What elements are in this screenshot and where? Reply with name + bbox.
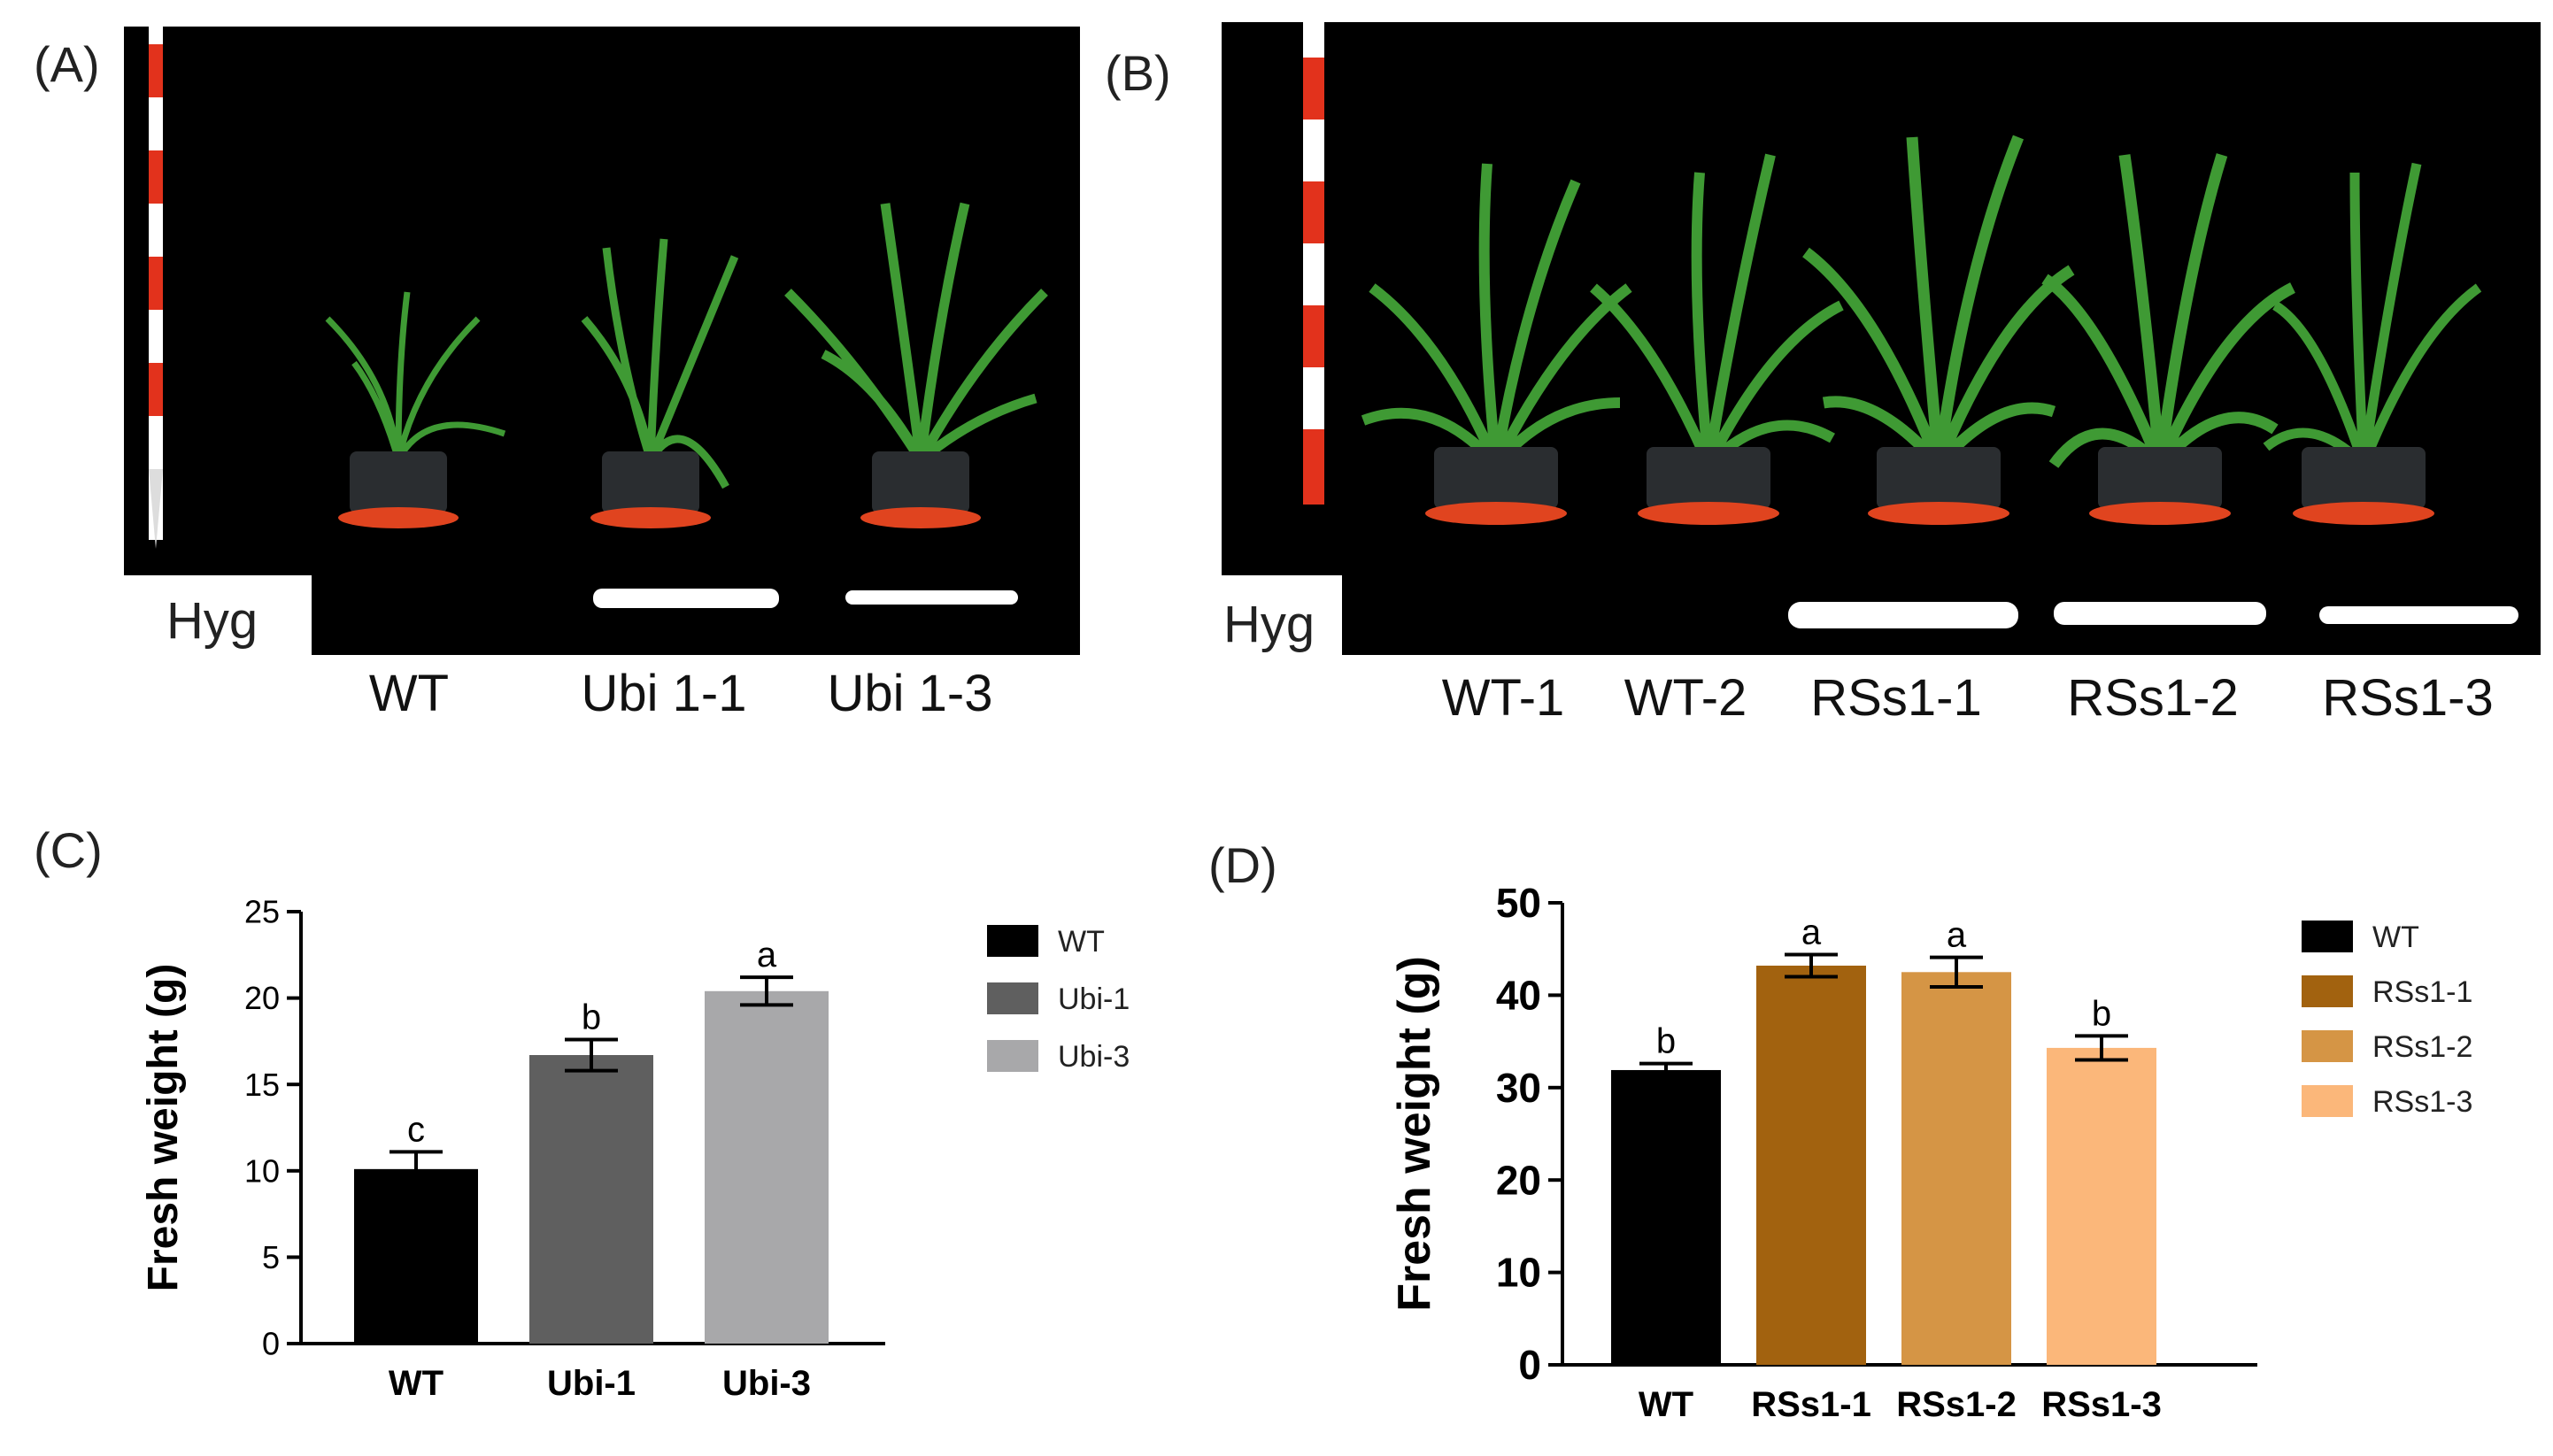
y-tick-label-d-5: 50	[1496, 880, 1541, 926]
bar-d-wt	[1611, 1069, 1721, 1365]
y-axis-label-c: Fresh weight (g)	[140, 964, 187, 1292]
bar-d-rss1-1	[1756, 965, 1866, 1365]
gel-label-b: Hyg	[1223, 596, 1315, 653]
lane-label-b-2: RSs1-1	[1810, 669, 1982, 727]
measuring-pole	[1303, 22, 1324, 505]
plant-wt-2	[1590, 153, 1844, 525]
y-tick-label-c-1: 5	[262, 1239, 280, 1275]
significance-letter-d-0: b	[1656, 1022, 1676, 1061]
legend-label-c-0: WT	[1058, 925, 1105, 959]
legend-label-d-0: WT	[2372, 921, 2419, 954]
significance-letter-d-3: b	[2092, 994, 2111, 1033]
y-tick-label-c-5: 25	[244, 894, 280, 930]
gel-band-ubi-1-3	[845, 590, 1018, 605]
lane-label-b-4: RSs1-3	[2322, 669, 2494, 727]
gel-label-a: Hyg	[166, 592, 258, 650]
bar-c-ubi-1	[529, 1055, 653, 1344]
plant-rss1-3	[2263, 162, 2482, 525]
lane-label-a-2: Ubi 1-3	[827, 665, 993, 722]
panel-label-c: (C)	[34, 822, 103, 878]
panel-label-a: (A)	[34, 36, 100, 92]
legend-label-d-3: RSs1-3	[2372, 1085, 2472, 1119]
legend-swatch-d-0	[2302, 921, 2353, 952]
y-tick-label-d-3: 30	[1496, 1065, 1541, 1111]
legend-label-c-1: Ubi-1	[1058, 982, 1130, 1016]
x-tick-label-c-1: Ubi-1	[547, 1364, 636, 1403]
y-tick-label-d-2: 20	[1496, 1157, 1541, 1203]
y-tick-label-d-4: 40	[1496, 973, 1541, 1019]
gel-band-rss1-1	[1788, 602, 2018, 628]
x-tick-label-d-1: RSs1-1	[1751, 1385, 1871, 1424]
legend-label-d-2: RSs1-2	[2372, 1030, 2472, 1064]
y-tick-label-d-0: 0	[1518, 1342, 1541, 1388]
significance-letter-c-0: c	[407, 1110, 425, 1149]
x-tick-label-c-2: Ubi-3	[722, 1364, 811, 1403]
plant-wt	[325, 291, 506, 528]
plant-ubi-1-3	[784, 202, 1048, 528]
significance-letter-c-1: b	[582, 998, 601, 1036]
legend-label-d-1: RSs1-1	[2372, 975, 2472, 1009]
panel-label-b: (B)	[1105, 45, 1171, 101]
lane-label-a-0: WT	[368, 665, 450, 722]
legend-swatch-c-1	[987, 982, 1038, 1014]
lane-label-a-1: Ubi 1-1	[581, 665, 747, 722]
plant-ubi-1-1	[581, 238, 739, 528]
bar-d-rss1-2	[1901, 972, 2011, 1365]
lane-label-b-1: WT-2	[1624, 669, 1747, 727]
chart-c: 0 5 10 15 20 25 Fresh weight (g) c WT b Ubi-1 a Ubi-…	[140, 894, 1130, 1403]
chart-d: 0 10 20 30 40 50 Fresh weight (g) b WT a RSs1-1 a RS…	[1389, 880, 2472, 1424]
gel-band-ubi-1-1	[593, 589, 779, 608]
legend-swatch-c-0	[987, 925, 1038, 957]
plant-wt-1	[1361, 163, 1632, 525]
legend-swatch-c-2	[987, 1040, 1038, 1072]
y-tick-label-c-3: 15	[244, 1067, 280, 1103]
bar-d-rss1-3	[2047, 1047, 2156, 1365]
gel-band-rss1-2	[2054, 602, 2266, 625]
bar-c-ubi-3	[705, 990, 829, 1344]
photo-b	[1222, 22, 2541, 655]
bar-c-wt	[354, 1168, 478, 1344]
legend-swatch-d-2	[2302, 1030, 2353, 1062]
lane-label-b-3: RSs1-2	[2067, 669, 2239, 727]
x-tick-label-d-3: RSs1-3	[2041, 1385, 2162, 1424]
plant-rss1-2	[2041, 153, 2295, 525]
lane-label-b-0: WT-1	[1441, 669, 1565, 727]
legend-swatch-d-3	[2302, 1085, 2353, 1117]
legend-label-c-2: Ubi-3	[1058, 1040, 1130, 1074]
y-tick-label-d-1: 10	[1496, 1250, 1541, 1296]
significance-letter-d-1: a	[1801, 913, 1822, 951]
significance-letter-d-2: a	[1947, 916, 1967, 955]
plant-rss1-1	[1802, 135, 2075, 525]
y-axis-label-d: Fresh weight (g)	[1389, 956, 1440, 1312]
measuring-pole	[149, 27, 163, 549]
y-tick-label-c-4: 20	[244, 980, 280, 1016]
x-tick-label-d-2: RSs1-2	[1896, 1385, 2017, 1424]
legend-swatch-d-1	[2302, 975, 2353, 1007]
significance-letter-c-2: a	[757, 936, 777, 975]
panel-label-d: (D)	[1208, 837, 1277, 893]
photo-a	[124, 27, 1080, 655]
gel-band-rss1-3	[2319, 606, 2518, 624]
y-tick-label-c-0: 0	[262, 1326, 280, 1362]
x-tick-label-d-0: WT	[1639, 1385, 1693, 1424]
x-tick-label-c-0: WT	[389, 1364, 443, 1403]
y-tick-label-c-2: 10	[244, 1152, 280, 1189]
